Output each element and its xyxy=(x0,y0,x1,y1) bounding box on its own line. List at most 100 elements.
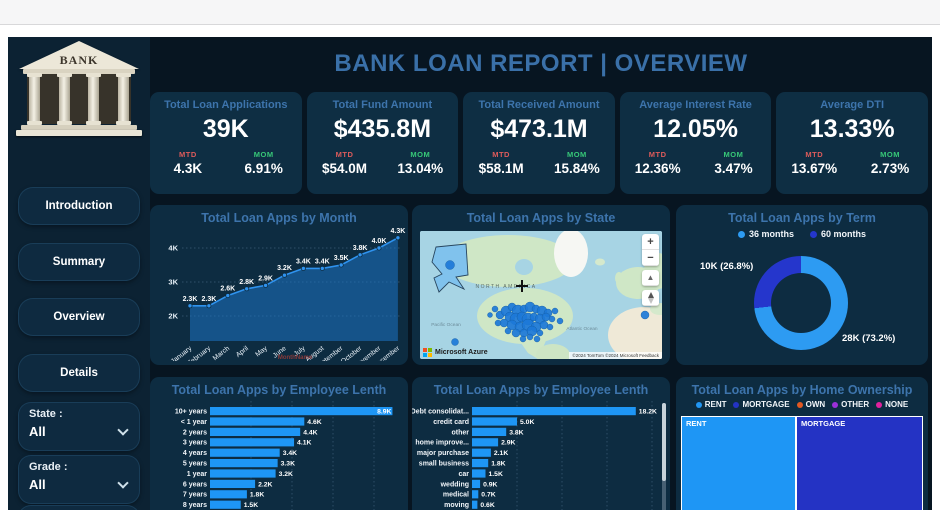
bar[interactable] xyxy=(472,407,636,416)
sidebar-item-overview[interactable]: Overview xyxy=(18,298,140,336)
panel-loan-apps-by-emp-length: Total Loan Apps by Employee Lenth 10+ ye… xyxy=(150,377,408,510)
map-state-bubble[interactable] xyxy=(539,320,549,330)
map-state-bubble[interactable] xyxy=(551,307,559,315)
data-point[interactable] xyxy=(300,265,306,271)
bar[interactable] xyxy=(472,417,517,426)
map-zoom-out-button[interactable]: − xyxy=(642,250,659,266)
filter-grade: Grade : All xyxy=(18,455,140,504)
bar[interactable] xyxy=(210,459,278,468)
azure-map[interactable]: NORTH AMERICA Pacific Ocean Atlantic Oce… xyxy=(420,231,662,359)
svg-text:medical: medical xyxy=(443,492,469,499)
map-state-bubble[interactable] xyxy=(511,328,521,338)
map-state-bubble[interactable] xyxy=(519,335,527,343)
data-point[interactable] xyxy=(281,272,287,278)
data-point[interactable] xyxy=(263,282,269,288)
map-canvas[interactable]: NORTH AMERICA Pacific Ocean Atlantic Oce… xyxy=(420,231,662,359)
bar[interactable] xyxy=(472,469,486,478)
data-point[interactable] xyxy=(395,235,401,241)
treemap-tile-rent[interactable]: RENT xyxy=(682,417,796,510)
bar[interactable] xyxy=(472,448,491,457)
svg-text:April: April xyxy=(235,345,250,359)
bank-column-icon xyxy=(116,73,131,125)
map-state-bubble[interactable] xyxy=(504,327,512,335)
panel-loan-apps-by-state: Total Loan Apps by State xyxy=(412,205,670,365)
bar[interactable] xyxy=(472,490,479,499)
kpi-mtd-value: 4.3K xyxy=(173,161,203,176)
sidebar-bottom-button[interactable]: Summary Dashb xyxy=(18,505,140,510)
data-point[interactable] xyxy=(244,286,250,292)
legend-item-none: NONE xyxy=(876,400,908,409)
svg-text:small business: small business xyxy=(419,461,469,468)
map-state-bubble[interactable] xyxy=(487,312,493,318)
filter-dropdown[interactable]: All xyxy=(29,423,129,439)
map-zoom-in-button[interactable]: + xyxy=(642,234,659,250)
bar-chart-emp-length[interactable]: 10+ years 8.9K < 1 year 4.6K 2 years 4.4K 3 ye… xyxy=(150,397,408,510)
map-state-bubble[interactable] xyxy=(494,319,502,327)
data-point[interactable] xyxy=(376,245,382,251)
svg-text:3.2K: 3.2K xyxy=(279,471,293,478)
bar[interactable] xyxy=(210,500,241,509)
data-point[interactable] xyxy=(187,303,193,309)
kpi-mtd-value: $54.0M xyxy=(321,161,367,176)
svg-text:2.2K: 2.2K xyxy=(258,481,272,488)
sidebar-item-introduction[interactable]: Introduction xyxy=(18,187,140,225)
bar[interactable] xyxy=(210,407,393,416)
bar[interactable] xyxy=(472,500,478,509)
map-state-bubble[interactable] xyxy=(548,315,556,323)
bar[interactable] xyxy=(210,490,247,499)
data-point[interactable] xyxy=(357,252,363,258)
data-point[interactable] xyxy=(319,265,325,271)
bar[interactable] xyxy=(210,427,301,436)
data-point[interactable] xyxy=(206,303,212,309)
bar[interactable] xyxy=(210,438,295,447)
bank-logo: BANK xyxy=(15,41,143,137)
map-pitch-button[interactable]: ▲ xyxy=(642,270,659,286)
map-state-bubble[interactable] xyxy=(445,260,455,270)
map-state-bubble[interactable] xyxy=(451,338,459,346)
filter-dropdown[interactable]: All xyxy=(29,476,129,492)
kpi-mom-value: 3.47% xyxy=(714,161,753,176)
bar[interactable] xyxy=(210,469,276,478)
microsoft-logo-icon xyxy=(423,348,432,357)
bar[interactable] xyxy=(210,448,280,457)
map-state-bubble[interactable] xyxy=(526,333,534,341)
treemap-tile-mortgage[interactable]: MORTGAGE xyxy=(797,417,922,510)
bar[interactable] xyxy=(210,417,305,426)
area-chart-month[interactable]: 2K3K4K2.3KJanuary2.3KFebruary2.6KMarch2.… xyxy=(150,225,408,371)
map-state-bubble[interactable] xyxy=(536,329,544,337)
svg-text:0.9K: 0.9K xyxy=(483,481,497,488)
map-state-bubble[interactable] xyxy=(546,323,554,331)
chart-scrollbar[interactable] xyxy=(662,403,666,510)
data-point[interactable] xyxy=(338,262,344,268)
map-state-bubble[interactable] xyxy=(491,305,499,313)
bar[interactable] xyxy=(472,438,499,447)
filter-selected-value: All xyxy=(29,424,46,439)
svg-text:major purchase: major purchase xyxy=(417,450,469,457)
map-state-bubble[interactable] xyxy=(499,318,509,328)
map-state-bubble[interactable] xyxy=(640,310,650,320)
bar[interactable] xyxy=(472,459,489,468)
svg-text:18.2K: 18.2K xyxy=(639,409,657,416)
svg-text:3.4K: 3.4K xyxy=(283,450,297,457)
svg-text:2K: 2K xyxy=(168,312,178,321)
map-state-bubble[interactable] xyxy=(519,328,529,338)
legend-item-rent: RENT xyxy=(695,400,726,409)
treemap-legend: RENT MORTGAGE OWN OTHER NONE xyxy=(676,400,928,409)
map-state-bubble[interactable] xyxy=(541,312,551,322)
sidebar-item-summary[interactable]: Summary xyxy=(18,243,140,281)
svg-text:3.8K: 3.8K xyxy=(353,245,368,252)
svg-text:6 years: 6 years xyxy=(183,481,207,488)
bar[interactable] xyxy=(210,479,256,488)
map-compass-button[interactable] xyxy=(642,290,659,306)
data-point[interactable] xyxy=(225,293,231,299)
bar[interactable] xyxy=(472,479,481,488)
donut-chart-term[interactable] xyxy=(754,256,848,350)
map-state-bubble[interactable] xyxy=(556,317,564,325)
bar[interactable] xyxy=(472,427,507,436)
map-state-bubble[interactable] xyxy=(533,335,541,343)
kpi-mtd-value: 13.67% xyxy=(791,161,838,176)
bar-chart-purpose[interactable]: Debt consolidat... 18.2K credit card 5.0K ot… xyxy=(411,397,662,510)
sidebar-item-details[interactable]: Details xyxy=(18,354,140,392)
svg-text:3K: 3K xyxy=(168,278,178,287)
svg-text:2.9K: 2.9K xyxy=(258,275,273,282)
